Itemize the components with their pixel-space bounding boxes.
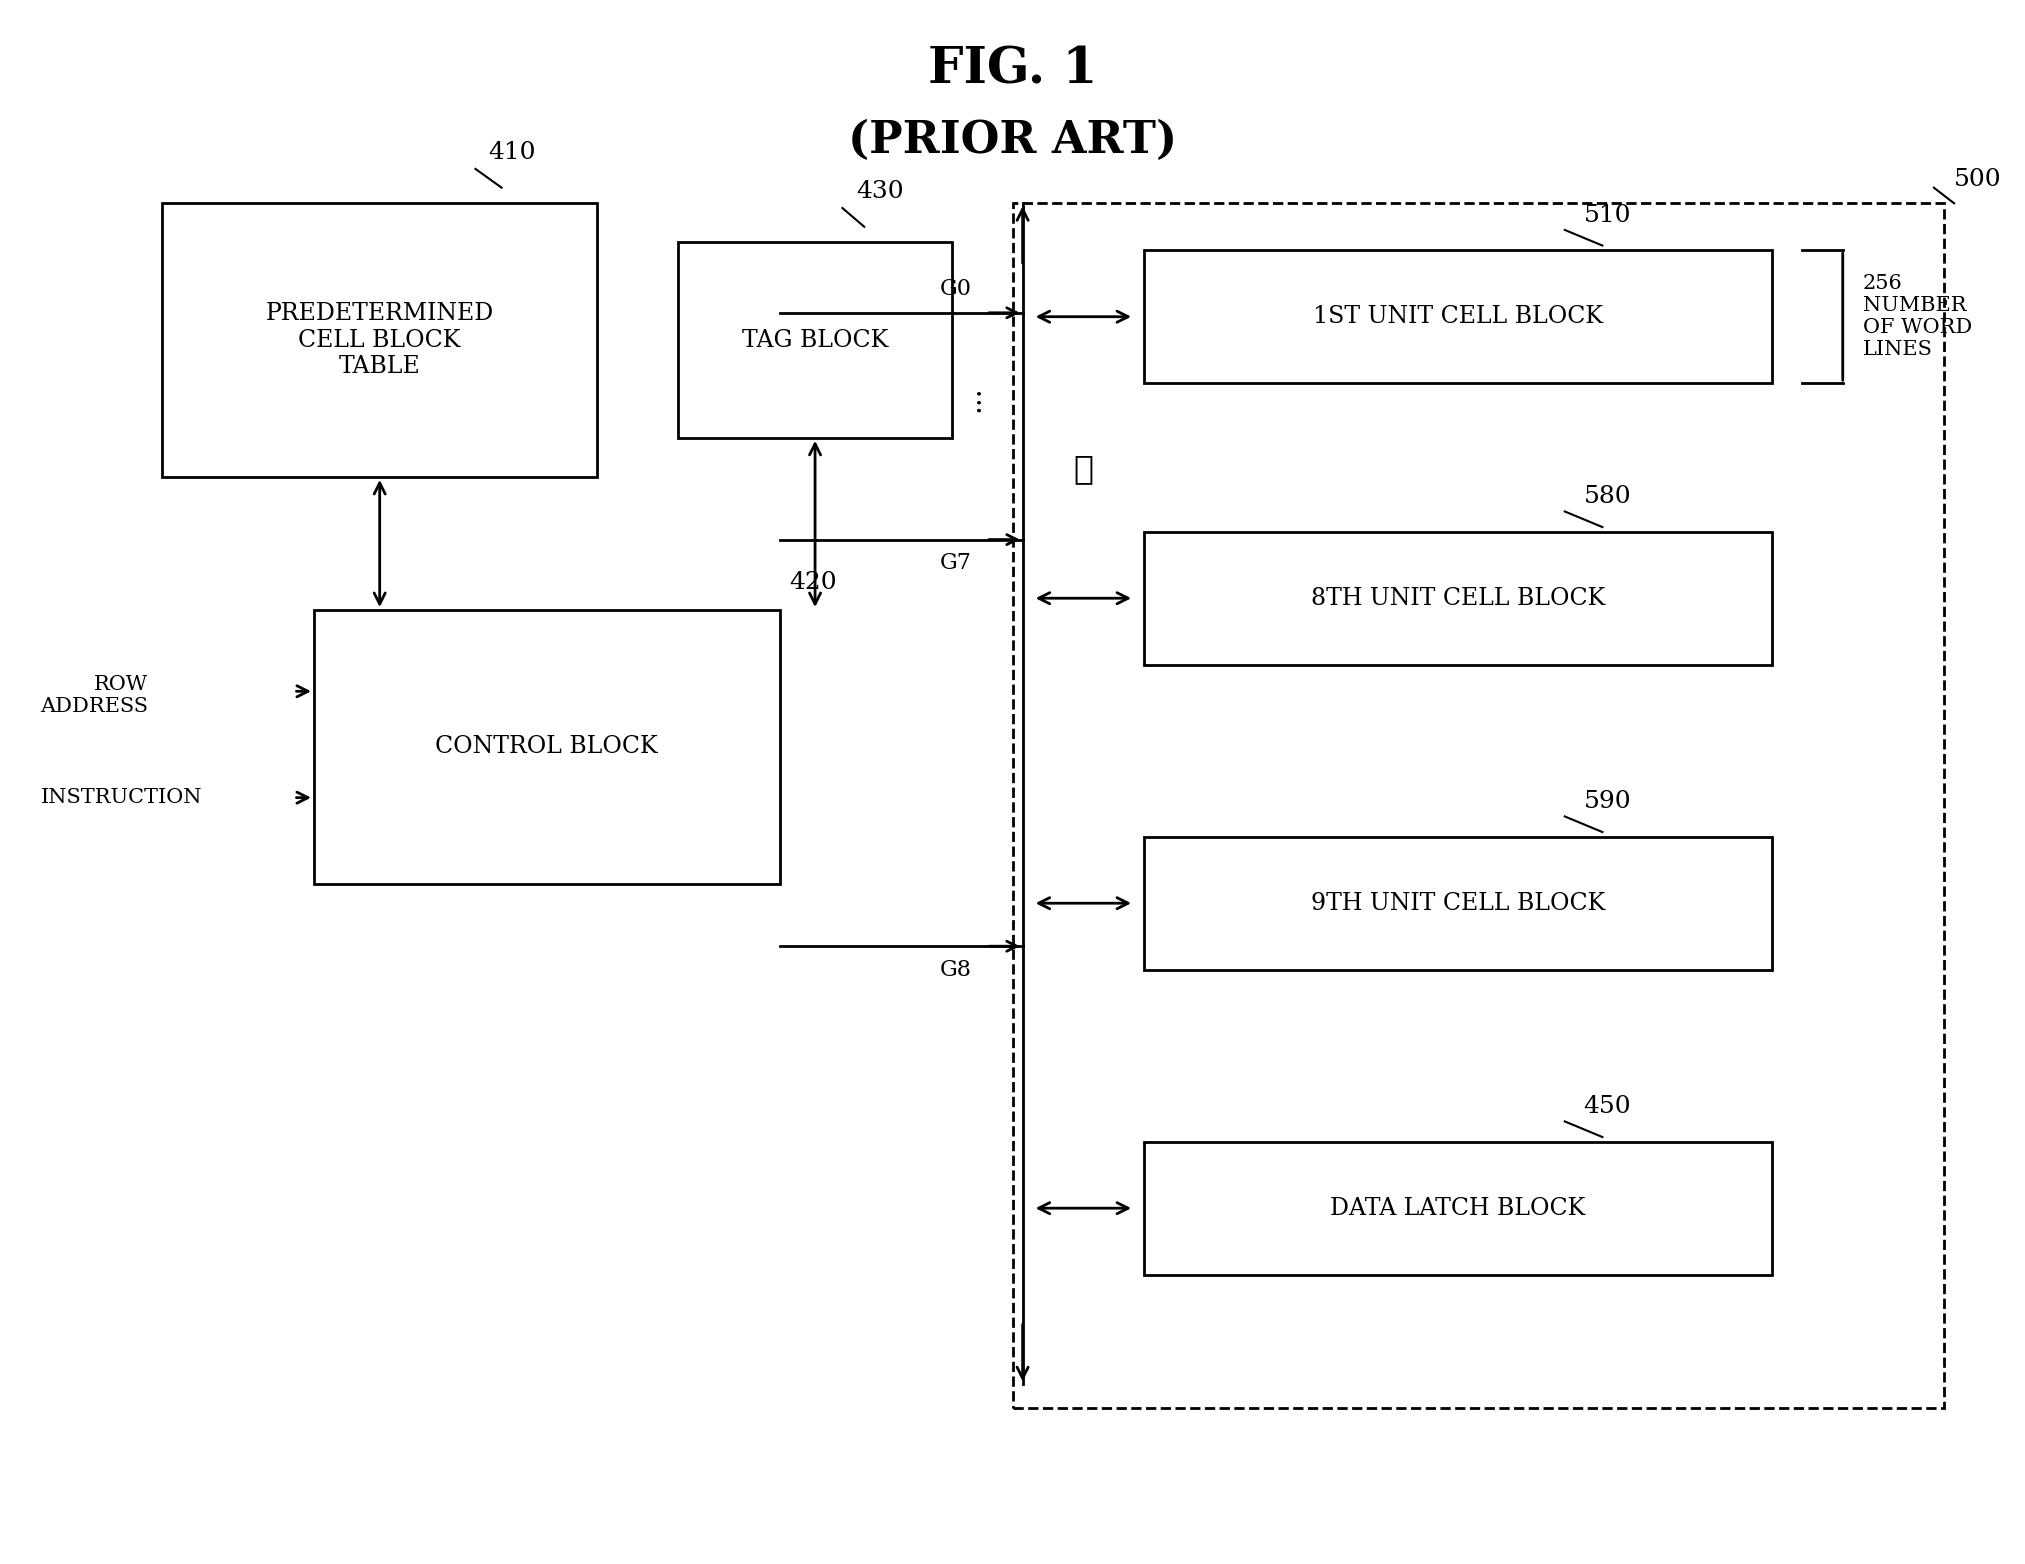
Text: 590: 590 [1584,790,1632,813]
FancyBboxPatch shape [314,610,780,884]
Text: 430: 430 [857,180,903,203]
Text: ROW
ADDRESS: ROW ADDRESS [40,676,148,716]
Text: 450: 450 [1584,1095,1632,1118]
Text: ...: ... [958,385,986,413]
FancyBboxPatch shape [162,203,597,477]
Text: 9TH UNIT CELL BLOCK: 9TH UNIT CELL BLOCK [1310,891,1606,915]
Text: 500: 500 [1954,169,2003,191]
Text: DATA LATCH BLOCK: DATA LATCH BLOCK [1330,1196,1586,1220]
Text: G0: G0 [940,278,972,300]
Text: 420: 420 [790,571,838,594]
Text: CONTROL BLOCK: CONTROL BLOCK [435,735,658,759]
FancyBboxPatch shape [1144,250,1772,383]
Text: 256
NUMBER
OF WORD
LINES: 256 NUMBER OF WORD LINES [1863,274,1972,360]
FancyBboxPatch shape [1144,837,1772,970]
Text: INSTRUCTION: INSTRUCTION [40,788,202,807]
Text: 580: 580 [1584,485,1632,508]
Text: FIG. 1: FIG. 1 [927,45,1098,95]
Text: (PRIOR ART): (PRIOR ART) [848,119,1177,163]
Text: G8: G8 [940,959,972,981]
Text: 8TH UNIT CELL BLOCK: 8TH UNIT CELL BLOCK [1310,586,1606,610]
Text: 1ST UNIT CELL BLOCK: 1ST UNIT CELL BLOCK [1312,305,1604,328]
FancyBboxPatch shape [1144,532,1772,665]
Text: 510: 510 [1584,203,1630,227]
Text: G7: G7 [940,552,972,574]
Text: ⋮: ⋮ [1073,454,1094,485]
Text: 410: 410 [488,141,537,164]
Text: TAG BLOCK: TAG BLOCK [741,328,889,352]
FancyBboxPatch shape [678,242,952,438]
FancyBboxPatch shape [1144,1142,1772,1275]
Text: PREDETERMINED
CELL BLOCK
TABLE: PREDETERMINED CELL BLOCK TABLE [265,302,494,378]
